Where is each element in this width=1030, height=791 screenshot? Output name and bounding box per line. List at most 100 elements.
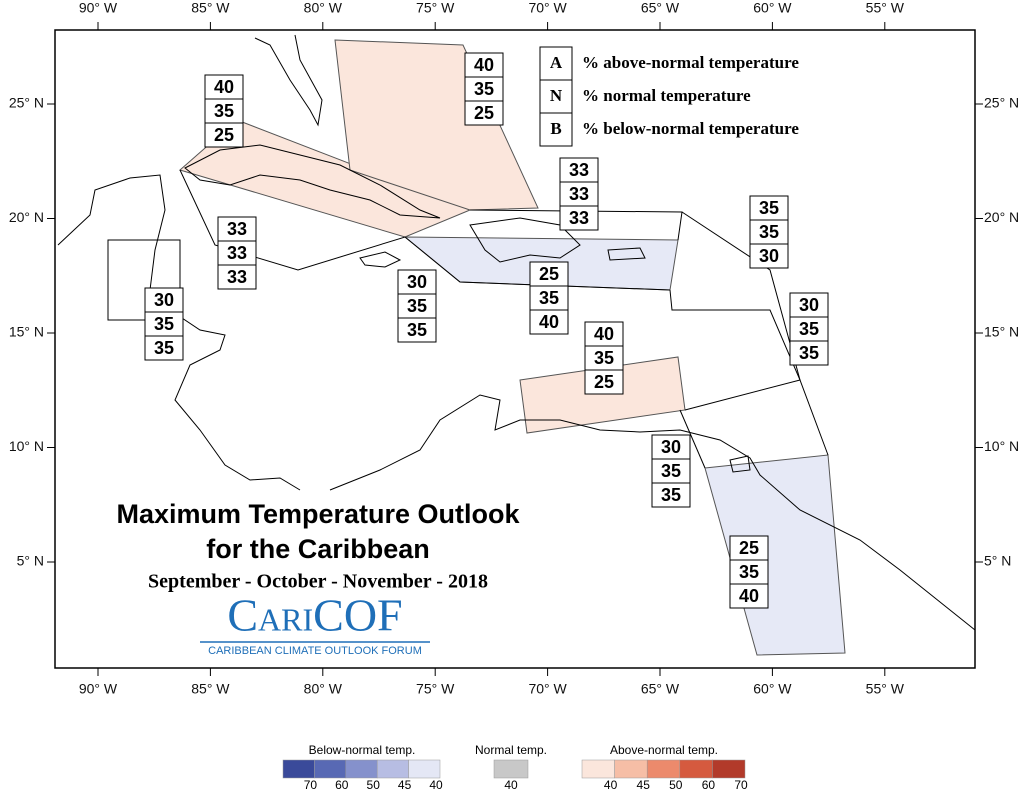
region-value: 35 bbox=[407, 320, 427, 340]
colorbar-tick: 50 bbox=[669, 778, 683, 791]
cuba bbox=[184, 144, 441, 219]
region-cell bbox=[397, 317, 437, 343]
colorbar-swatch bbox=[408, 759, 441, 779]
region-cell bbox=[584, 369, 624, 395]
axis-label-right: 25° N bbox=[984, 95, 1019, 111]
region-value: 35 bbox=[661, 485, 681, 505]
colorbar-swatch bbox=[646, 759, 681, 779]
region-value: 35 bbox=[739, 562, 759, 582]
colorbar-tick: 45 bbox=[637, 778, 651, 791]
region-value: 40 bbox=[539, 312, 559, 332]
axis-label-bottom: 85° W bbox=[191, 681, 230, 697]
region-cell bbox=[529, 309, 569, 335]
zone-border bbox=[669, 289, 801, 411]
region-cell bbox=[144, 335, 184, 361]
axis-label-left: 25° N bbox=[9, 95, 44, 111]
region-value: 40 bbox=[474, 55, 494, 75]
axis-label-left: 5° N bbox=[17, 553, 44, 569]
region-cell bbox=[729, 559, 769, 585]
zone-border bbox=[179, 169, 671, 291]
region-cell bbox=[789, 340, 829, 366]
region-cell bbox=[651, 482, 691, 508]
region-value: 25 bbox=[739, 538, 759, 558]
region-value: 35 bbox=[407, 296, 427, 316]
region-value: 35 bbox=[474, 79, 494, 99]
title: for the Caribbean bbox=[206, 534, 430, 564]
region-value: 30 bbox=[154, 290, 174, 310]
region-value: 35 bbox=[154, 338, 174, 358]
region-value: 30 bbox=[799, 295, 819, 315]
south-america bbox=[329, 394, 976, 631]
region-cell bbox=[397, 293, 437, 319]
region-value: 35 bbox=[661, 461, 681, 481]
colorbar-swatch bbox=[581, 759, 615, 779]
colorbar-label: Below-normal temp. bbox=[309, 743, 416, 757]
region-value: 30 bbox=[407, 272, 427, 292]
region-value: 25 bbox=[539, 264, 559, 284]
region-cell bbox=[529, 261, 569, 287]
colorbar-tick: 40 bbox=[504, 778, 518, 791]
region-cell bbox=[584, 321, 624, 347]
axis-label-left: 15° N bbox=[9, 324, 44, 340]
coastlines bbox=[57, 34, 976, 631]
region-cell bbox=[749, 219, 789, 245]
colorbar-label: Normal temp. bbox=[475, 743, 547, 757]
region-cell bbox=[204, 98, 244, 124]
region-value: 33 bbox=[569, 208, 589, 228]
region-value: 33 bbox=[569, 160, 589, 180]
jamaica bbox=[359, 251, 402, 268]
region-cell bbox=[789, 292, 829, 318]
region-cell bbox=[204, 122, 244, 148]
outlook-zones bbox=[107, 39, 846, 656]
region-cell bbox=[584, 345, 624, 371]
colorbar-swatch bbox=[282, 759, 315, 779]
axis-label-bottom: 90° W bbox=[79, 681, 118, 697]
axis-label-top: 80° W bbox=[304, 0, 343, 16]
region-value: 30 bbox=[661, 437, 681, 457]
zone-belize bbox=[107, 239, 181, 321]
colorbar-swatch bbox=[314, 759, 347, 779]
region-value: 25 bbox=[214, 125, 234, 145]
region-value: 40 bbox=[594, 324, 614, 344]
legend-key: B bbox=[550, 119, 561, 138]
colorbar-tick: 60 bbox=[335, 778, 349, 791]
colorbar-tick: 60 bbox=[702, 778, 716, 791]
axis-label-top: 75° W bbox=[416, 0, 455, 16]
colorbar-swatch bbox=[376, 759, 409, 779]
florida bbox=[254, 34, 323, 127]
region-value: 30 bbox=[759, 246, 779, 266]
region-cell bbox=[217, 264, 257, 290]
puerto-rico bbox=[607, 247, 646, 261]
region-cell bbox=[789, 316, 829, 342]
region-value: 25 bbox=[594, 372, 614, 392]
region-cell bbox=[651, 458, 691, 484]
region-cell bbox=[217, 240, 257, 266]
region-value: 40 bbox=[214, 77, 234, 97]
central-america bbox=[57, 174, 301, 491]
region-cell bbox=[559, 181, 599, 207]
period: September - October - November - 2018 bbox=[148, 571, 488, 593]
hispaniola bbox=[469, 217, 581, 263]
axis-label-top: 70° W bbox=[528, 0, 567, 16]
region-cell bbox=[651, 434, 691, 460]
colorbar-tick: 70 bbox=[734, 778, 748, 791]
axis-label-top: 85° W bbox=[191, 0, 230, 16]
colorbar-swatch bbox=[345, 759, 378, 779]
axis-label-right: 20° N bbox=[984, 209, 1019, 225]
region-value: 33 bbox=[227, 267, 247, 287]
colorbar-label: Above-normal temp. bbox=[610, 743, 718, 757]
region-value: 35 bbox=[799, 343, 819, 363]
region-value: 35 bbox=[594, 348, 614, 368]
axis-label-top: 65° W bbox=[641, 0, 680, 16]
region-value: 33 bbox=[569, 184, 589, 204]
region-cell bbox=[397, 269, 437, 295]
colorbar-tick: 70 bbox=[304, 778, 318, 791]
region-value: 35 bbox=[799, 319, 819, 339]
region-cell bbox=[559, 205, 599, 231]
region-value: 35 bbox=[759, 222, 779, 242]
axis-label-bottom: 80° W bbox=[304, 681, 343, 697]
title-backdrop bbox=[58, 492, 528, 662]
colorbar-swatch bbox=[679, 759, 713, 779]
title: Maximum Temperature Outlook bbox=[116, 499, 520, 529]
